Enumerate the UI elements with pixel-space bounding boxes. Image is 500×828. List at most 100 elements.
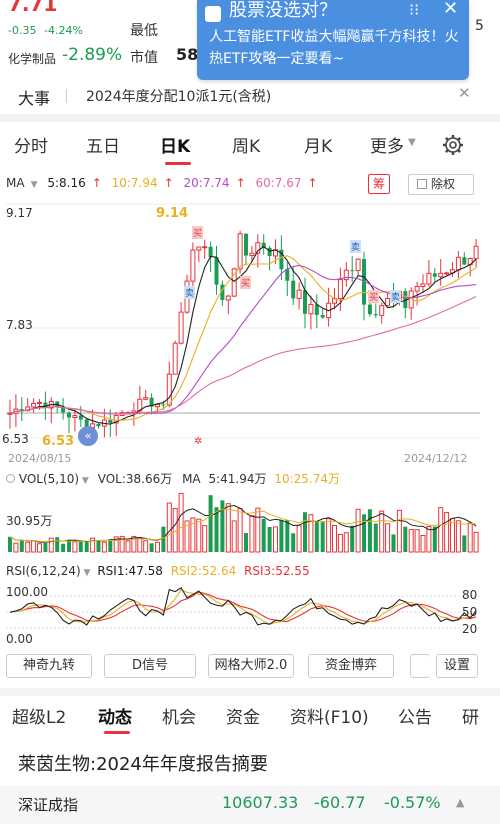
candle-body: [214, 257, 219, 285]
volume-bar: [55, 537, 60, 552]
ma60-value: 60:7.67: [255, 176, 302, 190]
tab-announcement[interactable]: 公告: [398, 708, 432, 728]
volume-bar: [438, 507, 444, 553]
up-arrow-icon: ↑: [235, 176, 246, 190]
rsi-chart[interactable]: [0, 582, 500, 642]
settings-button[interactable]: 设置: [436, 654, 478, 678]
index-change: -60.77: [314, 793, 366, 812]
notification-title: 股票没选对？: [229, 0, 337, 21]
volume-bar: [37, 543, 42, 553]
price-value: 7.71: [8, 0, 58, 16]
volume-bar: [303, 512, 307, 552]
volume-bar: [326, 518, 332, 553]
tab-minute[interactable]: 分时: [14, 137, 48, 157]
tab-funds[interactable]: 资金: [226, 708, 260, 728]
volume-settings-icon[interactable]: [6, 474, 15, 483]
period-tabs: 分时 五日 日K 周K 月K 更多 ▼: [0, 124, 500, 168]
candle-body: [337, 279, 343, 300]
volume-bar: [355, 508, 361, 553]
candle-body: [78, 415, 83, 420]
candle-body: [43, 402, 48, 408]
candle-body: [225, 295, 231, 301]
volume-bar: [320, 521, 325, 552]
candle-body: [291, 280, 296, 299]
kline-chart[interactable]: [0, 198, 500, 458]
volume-bar: [67, 539, 71, 552]
ma-legend[interactable]: MA ▼ 5:8.16 ↑ 10:7.94 ↑ 20:7.74 ↑ 60:7.67 ↑: [6, 176, 318, 190]
volume-bar: [161, 526, 166, 552]
volume-bar: [373, 523, 378, 552]
tab-daily-k[interactable]: 日K: [160, 137, 191, 157]
rsi-80: 80: [462, 588, 478, 602]
volume-legend[interactable]: VOL(5,10) ▼ VOL:38.66万 MA 5:41.94万 10:25…: [6, 470, 340, 487]
candle-body: [166, 373, 172, 406]
tab-f10[interactable]: 资料(F10): [290, 708, 369, 728]
tab-dynamics[interactable]: 动态: [98, 708, 132, 728]
volume-bar: [90, 537, 96, 553]
volume-bar: [408, 529, 414, 553]
notification-banner[interactable]: 股票没选对？ ⁝⁝ ✕ 人工智能ETF收益大幅飚赢千方科技！火热ETF攻略一定要…: [197, 0, 469, 80]
rsi-legend[interactable]: RSI(6,12,24) ▼ RSI1:47.58 RSI2:52.64 RSI…: [6, 564, 310, 578]
candle-body: [414, 286, 420, 292]
tab-5day[interactable]: 五日: [86, 137, 120, 157]
volume-bar: [214, 507, 219, 552]
date-start: 2024/08/15: [8, 452, 72, 465]
events-bar[interactable]: 大事 2024年度分配10派1元(含税) ✕: [0, 80, 500, 110]
tab-super-l2[interactable]: 超级L2: [12, 708, 67, 728]
close-icon[interactable]: ✕: [458, 84, 471, 102]
vol-ma5: 5:41.94万: [208, 472, 267, 486]
sell-marker: 卖: [350, 240, 362, 253]
tool-d-signal[interactable]: D信号: [104, 654, 196, 678]
candle-body: [261, 242, 266, 248]
buy-marker: 买: [192, 226, 204, 239]
chip-button[interactable]: 筹: [368, 174, 390, 194]
kline-y-mid: 7.83: [6, 318, 33, 332]
candle-body: [426, 272, 432, 285]
volume-bar: [391, 534, 396, 552]
date-end: 2024/12/12: [404, 452, 468, 465]
candle-body: [285, 269, 290, 281]
tab-opportunity[interactable]: 机会: [162, 708, 196, 728]
candle-body: [31, 402, 37, 408]
candle-body: [314, 304, 319, 315]
chevron-up-icon[interactable]: ▲: [456, 796, 465, 809]
candle-body: [373, 314, 378, 316]
adjust-button[interactable]: 除权: [408, 174, 474, 195]
up-arrow-icon: ↑: [163, 176, 174, 190]
index-bar[interactable]: 深证成指 10607.33 -60.77 -0.57% ▲: [0, 786, 500, 824]
rsi-y-bottom: 0.00: [6, 632, 33, 646]
tool-grid-master[interactable]: 网格大师2.0: [208, 654, 294, 678]
tool-magic-nine[interactable]: 神奇九转: [6, 654, 92, 678]
candle-body: [113, 415, 119, 424]
notification-body: 人工智能ETF收益大幅飚赢千方科技！火热ETF攻略一定要看~: [209, 29, 459, 67]
up-arrow-icon: ↑: [307, 176, 318, 190]
back-button[interactable]: «: [78, 426, 98, 446]
gear-icon[interactable]: [442, 134, 464, 156]
notification-menu-icon[interactable]: ⁝⁝: [409, 0, 420, 19]
volume-bar: [101, 541, 107, 553]
candle-body: [19, 409, 24, 411]
volume-bar: [414, 529, 420, 553]
candle-body: [444, 272, 450, 275]
ma20-value: 20:7.74: [183, 176, 230, 190]
tab-research[interactable]: 研: [462, 708, 479, 728]
volume-bar: [202, 525, 208, 553]
sector-name[interactable]: 化学制品: [8, 52, 57, 66]
tab-monthly-k[interactable]: 月K: [304, 137, 333, 157]
volume-chart[interactable]: [0, 488, 500, 554]
tool-blank[interactable]: [410, 654, 430, 678]
volume-bar: [208, 495, 213, 552]
close-icon[interactable]: ✕: [443, 0, 459, 19]
tab-weekly-k[interactable]: 周K: [232, 137, 261, 157]
volume-bar: [13, 542, 19, 553]
volume-bar: [184, 520, 190, 553]
volume-bar: [467, 522, 473, 553]
event-marker-icon[interactable]: ✲: [194, 436, 203, 447]
news-headline[interactable]: 莱茵生物:2024年年度报告摘要: [18, 754, 268, 775]
price-change: -0.35: [8, 24, 37, 37]
up-arrow-icon: ↑: [91, 176, 102, 190]
tool-fund-game[interactable]: 资金博弈: [308, 654, 394, 678]
tab-more[interactable]: 更多: [370, 137, 404, 157]
rsi-y-top: 100.00: [6, 585, 48, 599]
candle-body: [220, 284, 225, 300]
